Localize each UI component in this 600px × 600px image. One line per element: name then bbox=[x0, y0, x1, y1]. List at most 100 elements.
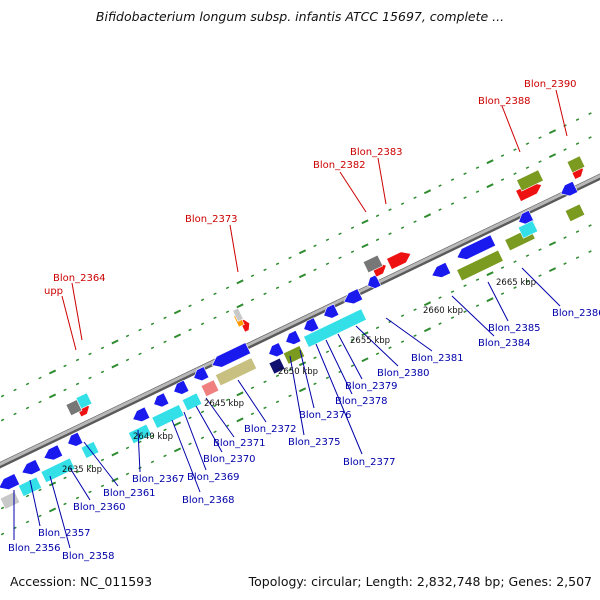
tick-mark bbox=[38, 488, 42, 492]
tick-mark bbox=[150, 322, 155, 326]
gene-feature[interactable] bbox=[456, 249, 504, 282]
tick-mark bbox=[400, 202, 405, 206]
gene-label-blon-2367[interactable]: Blon_2367 bbox=[132, 474, 185, 485]
tick-mark bbox=[88, 464, 92, 468]
gene-feature[interactable] bbox=[365, 274, 382, 291]
tick-mark bbox=[413, 220, 417, 224]
gene-label-blon-2377[interactable]: Blon_2377 bbox=[343, 457, 396, 468]
gene-label-blon-2356[interactable]: Blon_2356 bbox=[8, 543, 61, 554]
tick-mark bbox=[25, 382, 30, 386]
tick-mark bbox=[236, 417, 244, 423]
tick-mark bbox=[213, 404, 217, 408]
gene-feature[interactable] bbox=[127, 423, 153, 445]
tick-mark bbox=[463, 196, 467, 200]
gene-label-blon-2361[interactable]: Blon_2361 bbox=[103, 488, 156, 499]
gene-feature[interactable] bbox=[268, 357, 286, 375]
gene-feature[interactable] bbox=[151, 392, 170, 410]
tick-mark bbox=[525, 142, 530, 145]
tick-mark bbox=[325, 350, 330, 354]
label-leader-line bbox=[339, 171, 367, 213]
gene-feature[interactable] bbox=[454, 234, 497, 263]
gene-feature[interactable] bbox=[321, 303, 340, 321]
gene-feature[interactable] bbox=[171, 379, 190, 397]
tick-mark bbox=[500, 178, 505, 181]
gene-feature[interactable] bbox=[386, 248, 414, 270]
gene-feature[interactable] bbox=[362, 254, 384, 274]
gene-label-blon-2372[interactable]: Blon_2372 bbox=[244, 424, 297, 435]
tick-mark bbox=[588, 112, 592, 115]
gene-label-blon-2378[interactable]: Blon_2378 bbox=[335, 396, 388, 407]
gene-feature[interactable] bbox=[41, 444, 64, 464]
tick-mark bbox=[298, 273, 307, 279]
gene-feature[interactable] bbox=[558, 180, 579, 199]
gene-feature[interactable] bbox=[17, 476, 43, 497]
gene-label-blon-2368[interactable]: Blon_2368 bbox=[182, 495, 235, 506]
gene-label-blon-2386[interactable]: Blon_2386 bbox=[552, 308, 600, 319]
gene-feature[interactable] bbox=[130, 406, 151, 425]
gene-feature[interactable] bbox=[75, 392, 93, 410]
gene-feature[interactable] bbox=[200, 379, 220, 398]
gene-feature[interactable] bbox=[232, 307, 244, 322]
tick-mark bbox=[423, 327, 432, 333]
gene-feature[interactable] bbox=[214, 357, 258, 387]
gene-feature[interactable] bbox=[516, 169, 544, 192]
gene-feature[interactable] bbox=[65, 399, 83, 417]
tick-mark bbox=[200, 436, 205, 440]
gene-feature[interactable] bbox=[0, 473, 21, 493]
gene-label-blon-2384[interactable]: Blon_2384 bbox=[478, 338, 531, 349]
gene-feature[interactable] bbox=[429, 262, 452, 281]
tick-mark bbox=[138, 328, 142, 332]
label-leader-line bbox=[337, 333, 363, 380]
gene-feature[interactable] bbox=[303, 308, 367, 348]
gene-feature[interactable] bbox=[65, 431, 84, 449]
tick-mark bbox=[125, 334, 130, 338]
tick-mark bbox=[173, 333, 182, 339]
tick-mark bbox=[298, 361, 307, 367]
gene-label-blon-2376[interactable]: Blon_2376 bbox=[299, 410, 352, 421]
gene-feature[interactable] bbox=[283, 330, 302, 347]
gene-feature[interactable] bbox=[19, 459, 42, 478]
gene-feature[interactable] bbox=[564, 203, 586, 223]
gene-feature[interactable] bbox=[566, 155, 586, 174]
tick-mark bbox=[63, 388, 67, 392]
tick-mark bbox=[163, 340, 167, 344]
gene-label-blon-2375[interactable]: Blon_2375 bbox=[288, 437, 341, 448]
gene-label-blon-2388[interactable]: Blon_2388 bbox=[478, 96, 531, 107]
gene-label-blon-2360[interactable]: Blon_2360 bbox=[73, 502, 126, 513]
tick-mark bbox=[75, 496, 80, 500]
gene-feature[interactable] bbox=[191, 366, 210, 384]
gene-label-blon-2371[interactable]: Blon_2371 bbox=[213, 438, 266, 449]
tick-mark bbox=[225, 398, 230, 402]
gene-label-blon-2390[interactable]: Blon_2390 bbox=[524, 79, 577, 90]
gene-label-blon-2357[interactable]: Blon_2357 bbox=[38, 528, 91, 539]
tick-mark bbox=[400, 226, 405, 230]
tick-mark bbox=[350, 338, 355, 342]
gene-label-blon-2381[interactable]: Blon_2381 bbox=[411, 353, 464, 364]
gene-label-blon-2380[interactable]: Blon_2380 bbox=[377, 368, 430, 379]
tick-mark bbox=[150, 434, 155, 438]
gene-feature[interactable] bbox=[209, 342, 252, 371]
gene-label-blon-2383[interactable]: Blon_2383 bbox=[350, 147, 403, 158]
gene-feature[interactable] bbox=[40, 457, 76, 484]
gene-label-blon-2364[interactable]: Blon_2364 bbox=[53, 273, 106, 284]
gene-feature[interactable] bbox=[301, 317, 320, 335]
gene-label-blon-2379[interactable]: Blon_2379 bbox=[345, 381, 398, 392]
gene-label-blon-2370[interactable]: Blon_2370 bbox=[203, 454, 256, 465]
tick-mark bbox=[450, 316, 455, 320]
gene-feature[interactable] bbox=[341, 288, 364, 308]
gene-feature[interactable] bbox=[181, 392, 203, 412]
gene-label-blon-2358[interactable]: Blon_2358 bbox=[62, 551, 115, 562]
gene-feature[interactable] bbox=[282, 345, 306, 365]
tick-mark bbox=[563, 262, 567, 265]
gene-label-blon-2373[interactable]: Blon_2373 bbox=[185, 214, 238, 225]
gene-feature[interactable] bbox=[0, 491, 21, 510]
gene-label-blon-2382[interactable]: Blon_2382 bbox=[313, 160, 366, 171]
gene-feature[interactable] bbox=[151, 404, 185, 429]
gene-feature[interactable] bbox=[516, 210, 535, 227]
label-leader-line bbox=[205, 397, 235, 438]
gene-label-blon-2385[interactable]: Blon_2385 bbox=[488, 323, 541, 334]
gene-label-blon-2369[interactable]: Blon_2369 bbox=[187, 472, 240, 483]
gene-label-upp[interactable]: upp bbox=[44, 286, 63, 297]
gene-feature[interactable] bbox=[517, 220, 539, 239]
gene-feature[interactable] bbox=[266, 342, 285, 360]
